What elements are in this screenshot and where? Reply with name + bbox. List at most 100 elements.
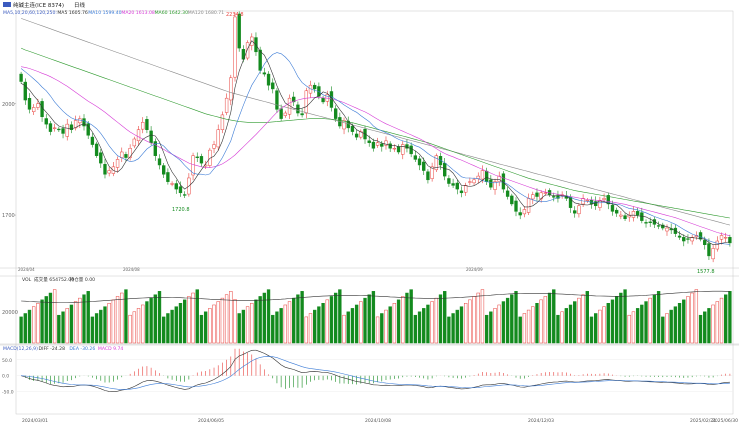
candle-down	[61, 128, 65, 134]
volume-bar-down	[61, 311, 65, 344]
volume-bar-up	[283, 304, 288, 344]
candle-up	[665, 227, 669, 232]
period-label[interactable]: 日线	[74, 1, 86, 9]
volume-bar-down	[82, 294, 86, 344]
candle-down	[455, 182, 459, 190]
candle-up	[711, 248, 715, 260]
candle-down	[606, 195, 610, 205]
volume-bar-up	[212, 304, 216, 344]
volume-legend-item-1: 成交量 654752.00	[34, 276, 74, 283]
volume-bar-up	[325, 299, 329, 344]
candle-down	[124, 154, 128, 158]
volume-bar-up	[560, 311, 564, 344]
macd-legend-item-1: DIFF -24.28	[39, 346, 66, 352]
candle-up	[212, 144, 216, 149]
volume-bar-up	[128, 314, 132, 344]
candle-up	[220, 114, 225, 130]
volume-bar-down	[673, 306, 678, 344]
candle-down	[422, 161, 426, 171]
candle-up	[107, 170, 111, 174]
volume-bar-down	[317, 306, 321, 344]
candle-down	[573, 210, 577, 214]
candle-down	[505, 190, 510, 197]
volume-bar-down	[422, 308, 426, 344]
candle-down	[514, 200, 518, 212]
candle-up	[430, 166, 434, 179]
candle-up	[128, 148, 132, 158]
candle-up	[602, 198, 606, 200]
volume-bar-down	[501, 301, 506, 344]
open-interest-line	[21, 290, 730, 303]
date-stamp-1: 2024/04	[18, 267, 35, 272]
volume-bar-down	[103, 306, 107, 344]
candle-down	[489, 179, 493, 188]
annotations-layer: 2234.8 1720.8 1577.8 2024/04 2024/08 202…	[18, 12, 715, 275]
candle-up	[342, 120, 346, 130]
volume-bar-up	[493, 308, 497, 344]
candle-up	[78, 118, 82, 124]
volume-bar-down	[279, 308, 283, 344]
volume-bar-down	[661, 316, 665, 344]
volume-bar-down	[57, 314, 61, 344]
volume-bar-up	[631, 311, 636, 344]
volume-bar-down	[573, 301, 577, 344]
volume-bar-down	[69, 304, 74, 344]
volume-bar-up	[304, 316, 308, 344]
volume-bar-down	[40, 299, 44, 344]
volume-bar-down	[338, 289, 342, 344]
candle-down	[99, 152, 103, 164]
volume-bar-up	[539, 299, 543, 344]
volume-bar-down	[484, 314, 489, 344]
volume-bar-down	[652, 294, 657, 344]
candle-up	[36, 103, 40, 108]
volume-bar-up	[375, 316, 380, 344]
menu-icon[interactable]	[3, 2, 11, 7]
candle-up	[384, 140, 388, 146]
volume-bar-down	[417, 311, 422, 344]
volume-bar-up	[220, 297, 225, 344]
volume-bar-down	[409, 289, 413, 344]
candle-down	[677, 235, 682, 238]
volume-bar-up	[648, 297, 652, 344]
candle-down	[426, 171, 430, 181]
candle-up	[132, 138, 137, 147]
candle-down	[459, 190, 464, 194]
candle-up	[526, 198, 531, 213]
candle-down	[69, 124, 74, 130]
volume-bar-down	[371, 291, 376, 344]
volume-bar-up	[434, 297, 438, 344]
candle-down	[703, 240, 707, 245]
candle-down	[153, 141, 157, 156]
candle-down	[682, 237, 686, 242]
volume-bar-down	[271, 314, 275, 344]
candle-down	[367, 140, 371, 143]
volume-bar-down	[552, 289, 556, 344]
volume-bar-down	[606, 303, 610, 344]
candle-down	[237, 13, 241, 49]
volume-bar-up	[480, 289, 485, 344]
candle-down	[614, 209, 619, 214]
volume-bar-down	[203, 311, 208, 344]
ma-legend-item-1: MA5 1605.76	[57, 10, 88, 16]
volume-bar-up	[472, 296, 476, 344]
candle-down	[149, 130, 153, 143]
volume-bar-up	[392, 303, 397, 344]
candle-up	[493, 181, 497, 190]
candle-down	[644, 222, 648, 224]
volume-bar-down	[237, 313, 241, 344]
volume-bar-up	[132, 311, 137, 344]
volume-bar-up	[384, 309, 388, 344]
volume-bar-down	[178, 303, 183, 344]
candle-down	[552, 196, 556, 198]
volume-bar-up	[229, 291, 233, 344]
volume-bar-down	[724, 294, 728, 344]
volume-bar-down	[262, 292, 267, 344]
volume-bar-up	[32, 306, 36, 344]
volume-bar-down	[707, 308, 711, 344]
volume-bar-down	[94, 313, 99, 344]
volume-legend-item-0: VOL	[22, 277, 32, 283]
x-date-2: 2024/10/08	[365, 418, 391, 424]
volume-bar-down	[367, 294, 371, 344]
volume-bar-up	[187, 296, 191, 344]
candle-up	[170, 183, 174, 185]
